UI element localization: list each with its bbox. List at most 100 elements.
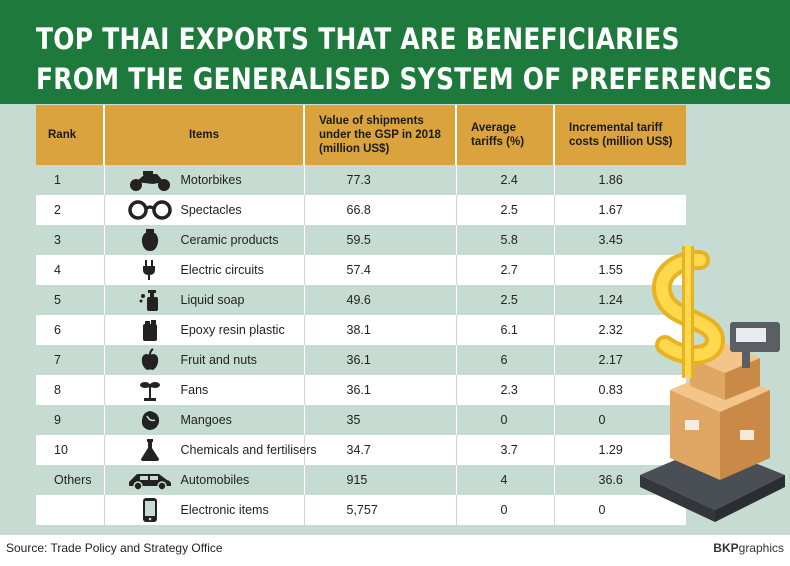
cell-average-tariff: 6 — [456, 345, 555, 375]
phone-icon — [125, 497, 175, 523]
table-row: 9 Mangoes 35 0 0 — [36, 405, 686, 435]
cell-shipment-value: 38.1 — [304, 315, 457, 345]
item-wrap: Fruit and nuts — [105, 347, 304, 373]
cell-item: Automobiles — [104, 465, 305, 495]
table-row: 7 Fruit and nuts 36.1 6 2.17 — [36, 345, 686, 375]
item-wrap: Electric circuits — [105, 257, 304, 283]
credit-bold: BKP — [713, 541, 739, 555]
header-tariffs: Average tariffs (%) — [456, 105, 555, 165]
dollar-scale-illustration — [640, 246, 785, 522]
cell-average-tariff: 3.7 — [456, 435, 555, 465]
item-label: Epoxy resin plastic — [180, 323, 285, 337]
header-line: Average — [471, 122, 516, 134]
cell-incremental-cost: 2.32 — [554, 315, 686, 345]
credit-rest: graphics — [738, 541, 784, 555]
cell-average-tariff: 2.7 — [456, 255, 555, 285]
cell-average-tariff: 5.8 — [456, 225, 555, 255]
fan-icon — [125, 377, 175, 403]
item-label: Fans — [180, 383, 209, 397]
item-label: Fruit and nuts — [180, 353, 257, 367]
header-line: tariffs (%) — [471, 136, 525, 148]
item-wrap: Chemicals and fertilisers — [105, 437, 317, 463]
header-rank: Rank — [36, 105, 105, 165]
item-wrap: Spectacles — [105, 197, 304, 223]
cell-shipment-value: 57.4 — [304, 255, 457, 285]
cell-average-tariff: 6.1 — [456, 315, 555, 345]
cell-average-tariff: 2.5 — [456, 285, 555, 315]
cell-rank: 8 — [36, 375, 105, 405]
cell-shipment-value: 915 — [304, 465, 457, 495]
cell-average-tariff: 0 — [456, 405, 555, 435]
table-row: 5 Liquid soap 49.6 2.5 1.24 — [36, 285, 686, 315]
header-shipments: Value of shipments under the GSP in 2018… — [304, 105, 457, 165]
cell-incremental-cost: 0 — [554, 405, 686, 435]
header-items: Items — [104, 105, 305, 165]
cell-item: Fruit and nuts — [104, 345, 305, 375]
cell-item: Motorbikes — [104, 165, 305, 195]
item-wrap: Epoxy resin plastic — [105, 317, 304, 343]
cell-item: Ceramic products — [104, 225, 305, 255]
cell-shipment-value: 59.5 — [304, 225, 457, 255]
item-label: Motorbikes — [180, 173, 242, 187]
item-wrap: Electronic items — [105, 497, 304, 523]
cell-item: Chemicals and fertilisers — [104, 435, 317, 465]
item-label: Electric circuits — [180, 263, 264, 277]
item-wrap: Liquid soap — [105, 287, 304, 313]
header-line: Incremental tariff — [569, 122, 663, 134]
cell-incremental-cost: 1.86 — [554, 165, 686, 195]
table-header-row: Rank Items Value of shipments under the … — [36, 105, 686, 165]
jerrycan-icon — [125, 317, 175, 343]
dollar-sign-icon — [651, 246, 726, 378]
cell-rank: 7 — [36, 345, 105, 375]
vase-icon — [125, 227, 175, 253]
cell-item: Electric circuits — [104, 255, 305, 285]
title-banner: TOP THAI EXPORTS THAT ARE BENEFICIARIES … — [0, 0, 790, 104]
header-line: Value of shipments — [319, 115, 424, 127]
cell-item: Electronic items — [104, 495, 305, 525]
cell-item: Fans — [104, 375, 305, 405]
cell-rank: 4 — [36, 255, 105, 285]
cell-incremental-cost: 0.83 — [554, 375, 686, 405]
soap-bottle-icon — [125, 287, 175, 313]
cell-item: Mangoes — [104, 405, 305, 435]
plug-icon — [125, 257, 175, 283]
table-row: 8 Fans 36.1 2.3 0.83 — [36, 375, 686, 405]
item-label: Mangoes — [180, 413, 232, 427]
item-label: Liquid soap — [180, 293, 245, 307]
cell-incremental-cost: 0 — [554, 495, 686, 525]
cell-item: Liquid soap — [104, 285, 305, 315]
spectacles-icon — [125, 197, 175, 223]
cell-incremental-cost: 1.29 — [554, 435, 686, 465]
cell-rank: Others — [36, 465, 105, 495]
cell-shipment-value: 36.1 — [304, 345, 457, 375]
cell-rank: 10 — [36, 435, 105, 465]
exports-table: Rank Items Value of shipments under the … — [36, 105, 686, 525]
source-note: Source: Trade Policy and Strategy Office — [6, 541, 223, 555]
cell-shipment-value: 77.3 — [304, 165, 457, 195]
item-label: Electronic items — [180, 503, 269, 517]
cell-rank — [36, 495, 105, 525]
table-row: 4 Electric circuits 57.4 2.7 1.55 — [36, 255, 686, 285]
cell-average-tariff: 2.3 — [456, 375, 555, 405]
item-wrap: Fans — [105, 377, 304, 403]
table-row: 1 Motorbikes 77.3 2.4 1.86 — [36, 165, 686, 195]
header-line: under the GSP in 2018 — [319, 129, 441, 141]
scale-display — [730, 322, 780, 368]
cell-incremental-cost: 1.67 — [554, 195, 686, 225]
table-row: 10 Chemicals and fertilisers 34.7 3.7 1.29 — [36, 435, 686, 465]
car-icon — [125, 467, 175, 493]
motorbike-icon — [125, 167, 175, 193]
flask-icon — [125, 437, 175, 463]
item-label: Ceramic products — [180, 233, 279, 247]
item-label: Chemicals and fertilisers — [180, 443, 317, 457]
cell-average-tariff: 2.5 — [456, 195, 555, 225]
header-line: costs (million US$) — [569, 136, 673, 148]
chart-title-line-2: FROM THE GENERALISED SYSTEM OF PREFERENC… — [36, 62, 773, 96]
item-label: Automobiles — [180, 473, 250, 487]
chart-title-line-1: TOP THAI EXPORTS THAT ARE BENEFICIARIES — [36, 22, 680, 56]
cell-shipment-value: 5,757 — [304, 495, 457, 525]
cell-shipment-value: 36.1 — [304, 375, 457, 405]
cell-rank: 2 — [36, 195, 105, 225]
cell-average-tariff: 4 — [456, 465, 555, 495]
item-wrap: Motorbikes — [105, 167, 304, 193]
